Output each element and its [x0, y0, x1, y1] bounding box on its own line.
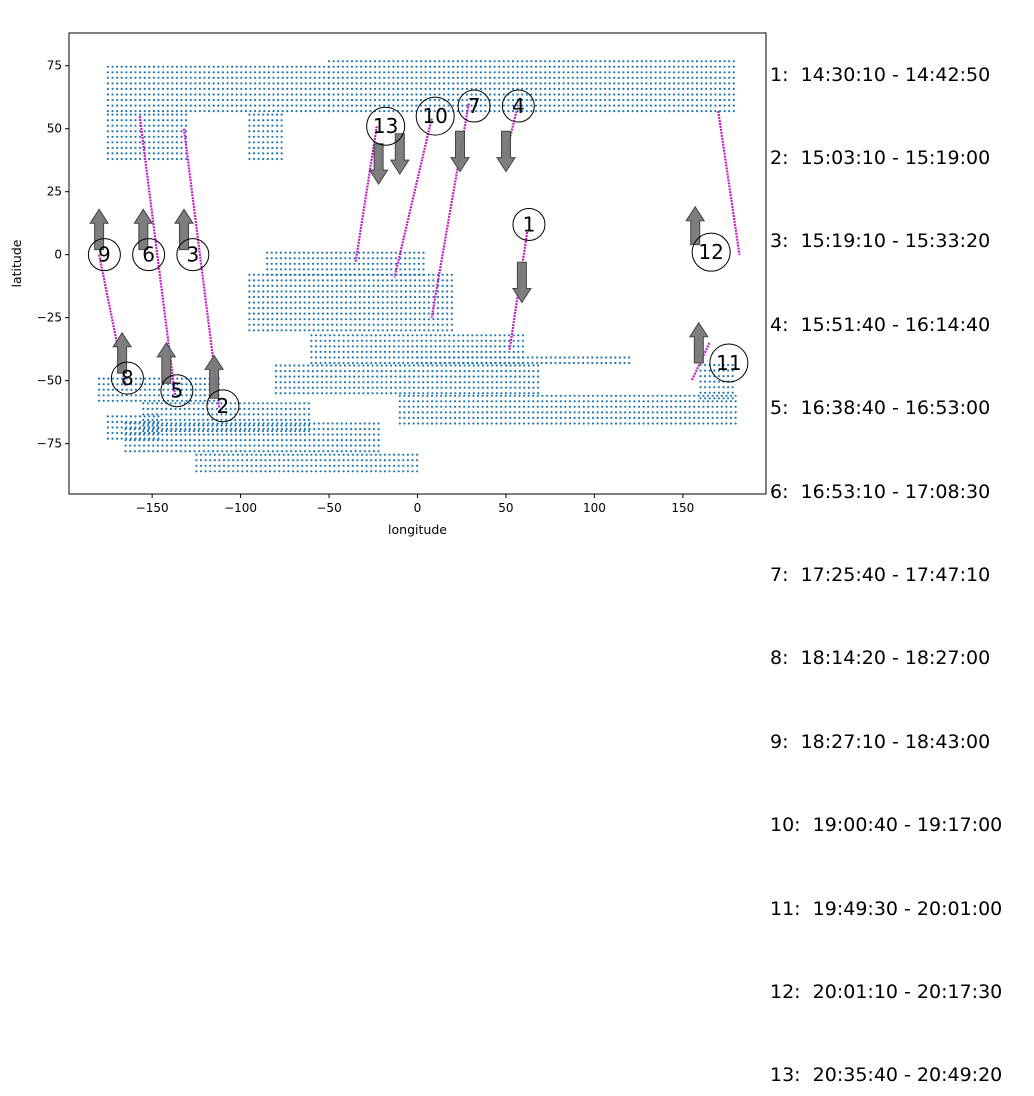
legend-entry: 12: 20:01:10 - 20:17:30	[770, 980, 1003, 1003]
legend-entry: 11: 19:49:30 - 20:01:00	[770, 897, 1003, 920]
y-tick-label: −50	[37, 374, 62, 388]
background-region	[327, 60, 735, 113]
arrow-up-icon	[133, 208, 154, 251]
x-tick-label: 0	[414, 501, 422, 515]
background-region	[266, 251, 425, 276]
orbit-label-circle-11	[709, 343, 749, 383]
arrow-down-icon	[496, 130, 516, 173]
arrow-up-icon	[688, 321, 709, 364]
orbit-label-5: 5	[171, 379, 184, 403]
y-tick-label: −75	[37, 437, 62, 451]
legend-entry: 4: 15:51:40 - 16:14:40	[770, 313, 991, 336]
orbit-label-circle-13	[366, 106, 406, 146]
orbit-label-circle-12	[691, 232, 731, 272]
y-tick-label: 50	[47, 122, 62, 136]
orbit-label-6: 6	[142, 243, 155, 267]
orbit-label-circle-3	[176, 238, 210, 272]
x-axis-label: longitude	[388, 522, 447, 537]
arrow-up-icon	[685, 205, 706, 246]
orbit-label-10: 10	[422, 104, 447, 128]
background-region	[398, 394, 737, 425]
background-region	[106, 65, 330, 113]
y-axis-label: latitude	[9, 239, 24, 287]
legend-entry: 7: 17:25:40 - 17:47:10	[770, 563, 991, 586]
background-region	[195, 453, 419, 473]
orbit-label-circle-6	[132, 238, 166, 272]
legend-entry: 6: 16:53:10 - 17:08:30	[770, 480, 991, 503]
background-points	[98, 60, 737, 473]
orbit-label-circle-9	[87, 238, 121, 272]
background-region	[416, 356, 631, 365]
y-tick-label: 0	[54, 248, 62, 262]
plot-frame	[68, 32, 767, 495]
orbit-label-circle-7	[457, 89, 491, 123]
orbit-track-1	[508, 231, 529, 351]
orbit-label-11: 11	[716, 351, 741, 375]
background-region	[248, 273, 453, 332]
orbit-label-7: 7	[468, 94, 481, 118]
orbit-label-circle-10	[415, 96, 455, 136]
x-tick-label: −100	[224, 501, 257, 515]
y-tick-label: −25	[37, 311, 62, 325]
orbit-label-3: 3	[186, 243, 199, 267]
background-region	[106, 113, 188, 161]
orbit-label-circle-4	[501, 89, 535, 123]
arrow-up-icon	[89, 208, 110, 251]
orbit-label-circle-2	[206, 389, 240, 423]
background-region	[274, 364, 540, 395]
direction-arrows	[89, 130, 709, 399]
arrow-down-icon	[368, 143, 389, 186]
orbit-label-circle-5	[160, 374, 194, 408]
arrow-down-icon	[450, 130, 470, 173]
legend-entry: 9: 18:27:10 - 18:43:00	[770, 730, 991, 753]
arrow-up-icon	[204, 354, 225, 399]
orbit-label-9: 9	[98, 243, 111, 267]
orbit-label-1: 1	[523, 212, 536, 236]
arrow-up-icon	[112, 331, 133, 374]
orbit-track-10	[393, 118, 433, 278]
x-tick-label: −50	[316, 501, 341, 515]
legend-entry: 1: 14:30:10 - 14:42:50	[770, 63, 991, 86]
time-legend: 1: 14:30:10 - 14:42:50 2: 15:03:10 - 15:…	[770, 6, 1002, 1096]
orbit-label-2: 2	[217, 394, 230, 418]
x-tick-label: 50	[498, 501, 513, 515]
y-axis-ticks: −75 −50 −25 0 25 50 75	[37, 59, 69, 451]
y-tick-label: 75	[47, 59, 62, 73]
legend-entry: 5: 16:38:40 - 16:53:00	[770, 397, 991, 420]
legend-entry: 8: 18:14:20 - 18:27:00	[770, 647, 991, 670]
orbit-track-13	[354, 126, 378, 263]
orbit-label-4: 4	[512, 94, 525, 118]
orbit-track-12	[717, 110, 741, 255]
background-region	[248, 113, 283, 161]
orbit-label-8: 8	[121, 366, 134, 390]
orbit-label-13: 13	[373, 114, 398, 138]
legend-entry: 10: 19:00:40 - 19:17:00	[770, 814, 1003, 837]
background-region	[106, 415, 160, 440]
arrow-down-icon	[389, 133, 410, 176]
orbit-label-12: 12	[698, 240, 723, 264]
background-region	[699, 363, 734, 400]
x-axis-ticks: −150 −100 −50 0 50 100 150	[136, 494, 694, 515]
x-tick-label: −150	[136, 501, 169, 515]
arrow-down-icon	[511, 261, 532, 304]
x-tick-label: 150	[671, 501, 694, 515]
y-tick-label: 25	[47, 185, 62, 199]
orbit-label-circle-1	[512, 207, 546, 241]
background-region	[124, 422, 380, 453]
orbit-label-circle-8	[110, 361, 144, 395]
orbit-track-11	[690, 342, 711, 382]
background-region	[310, 334, 525, 365]
legend-entry: 3: 15:19:10 - 15:33:20	[770, 230, 991, 253]
legend-entry: 13: 20:35:40 - 20:49:20	[770, 1064, 1003, 1087]
x-tick-label: 100	[583, 501, 606, 515]
legend-entry: 2: 15:03:10 - 15:19:00	[770, 146, 991, 169]
arrow-up-icon	[156, 341, 177, 384]
